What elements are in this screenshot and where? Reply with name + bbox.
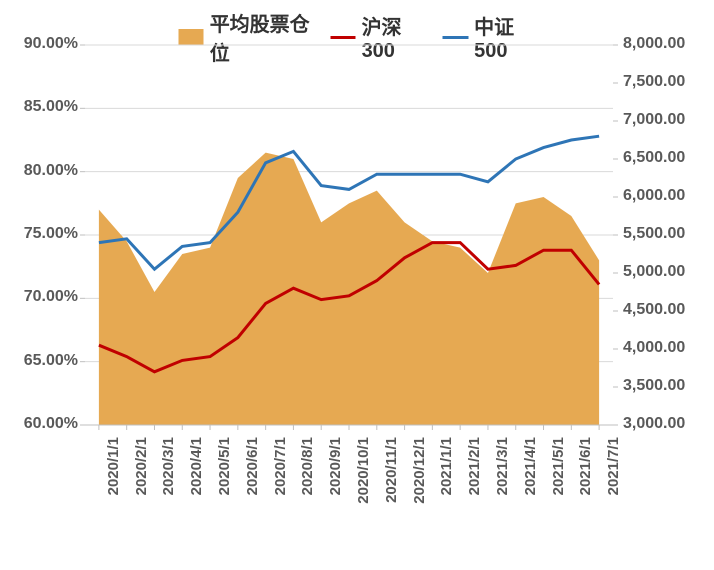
x-tick-label: 2021/6/1 xyxy=(577,437,594,527)
legend-swatch-line xyxy=(330,36,355,39)
x-tick-label: 2020/7/1 xyxy=(272,437,289,527)
x-tick-label: 2020/12/1 xyxy=(411,437,428,527)
x-tick-label: 2021/7/1 xyxy=(605,437,622,527)
y-left-tick-label: 60.00% xyxy=(3,415,78,433)
y-right-tick-label: 7,500.00 xyxy=(623,73,703,91)
legend-swatch-area xyxy=(179,29,204,45)
y-left-tick-label: 90.00% xyxy=(3,35,78,53)
y-left-tick-label: 65.00% xyxy=(3,352,78,370)
x-tick-label: 2020/11/1 xyxy=(383,437,400,527)
x-tick-label: 2020/2/1 xyxy=(133,437,150,527)
x-tick-label: 2020/5/1 xyxy=(216,437,233,527)
x-tick-label: 2020/10/1 xyxy=(355,437,372,527)
y-right-tick-label: 3,500.00 xyxy=(623,377,703,395)
y-right-tick-label: 6,500.00 xyxy=(623,149,703,167)
y-right-tick-label: 5,000.00 xyxy=(623,263,703,281)
plot-svg xyxy=(85,45,613,425)
x-tick-label: 2020/4/1 xyxy=(188,437,205,527)
x-tick-label: 2020/1/1 xyxy=(105,437,122,527)
y-left-tick-label: 75.00% xyxy=(3,225,78,243)
x-tick-label: 2021/1/1 xyxy=(438,437,455,527)
y-right-tick-label: 3,000.00 xyxy=(623,415,703,433)
y-right-tick-label: 4,000.00 xyxy=(623,339,703,357)
y-right-tick-label: 5,500.00 xyxy=(623,225,703,243)
chart-container: 平均股票仓位 沪深300 中证500 60.00%65.00%70.00%75.… xyxy=(0,0,714,570)
x-tick-label: 2021/3/1 xyxy=(494,437,511,527)
y-right-tick-label: 7,000.00 xyxy=(623,111,703,129)
y-left-tick-label: 70.00% xyxy=(3,288,78,306)
y-left-tick-label: 85.00% xyxy=(3,98,78,116)
x-tick-label: 2020/8/1 xyxy=(299,437,316,527)
y-right-tick-label: 4,500.00 xyxy=(623,301,703,319)
x-tick-label: 2021/5/1 xyxy=(550,437,567,527)
x-tick-label: 2020/9/1 xyxy=(327,437,344,527)
legend-swatch-line xyxy=(443,36,468,39)
y-right-tick-label: 8,000.00 xyxy=(623,35,703,53)
x-tick-label: 2021/2/1 xyxy=(466,437,483,527)
y-right-tick-label: 6,000.00 xyxy=(623,187,703,205)
x-tick-label: 2020/6/1 xyxy=(244,437,261,527)
x-tick-label: 2020/3/1 xyxy=(160,437,177,527)
y-left-tick-label: 80.00% xyxy=(3,162,78,180)
x-tick-label: 2021/4/1 xyxy=(522,437,539,527)
